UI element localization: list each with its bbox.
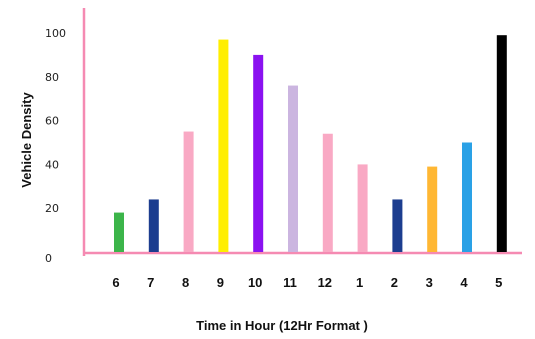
x-tick-label: 4 <box>460 275 468 290</box>
x-tick-label: 5 <box>495 275 502 290</box>
bar <box>114 212 124 252</box>
x-tick-label: 10 <box>248 275 262 290</box>
x-tick-label: 2 <box>391 275 398 290</box>
y-tick-label: 80 <box>45 71 59 84</box>
y-tick-label: 100 <box>45 27 66 40</box>
chart-axes <box>82 8 522 256</box>
bar <box>357 164 368 252</box>
x-axis-title: Time in Hour (12Hr Format ) <box>196 318 368 333</box>
y-tick-label: 60 <box>45 115 59 128</box>
x-tick-label: 9 <box>217 275 224 290</box>
y-tick-labels: 0 20 40 60 80 100 <box>45 27 66 265</box>
y-tick-label: 40 <box>45 158 59 171</box>
x-tick-label: 12 <box>318 275 332 290</box>
x-tick-label: 3 <box>426 275 433 290</box>
x-tick-label: 6 <box>112 275 119 290</box>
bar <box>462 142 472 252</box>
x-tick-label: 11 <box>283 275 297 290</box>
bar <box>183 131 194 252</box>
bar <box>427 166 438 252</box>
x-tick-label: 8 <box>182 275 189 290</box>
bars <box>114 35 507 253</box>
y-tick-label: 20 <box>45 202 59 215</box>
bar <box>288 85 298 252</box>
x-tick-label: 7 <box>147 275 154 290</box>
x-tick-label: 1 <box>356 275 363 290</box>
y-axis-title: Vehicle Density <box>19 92 34 188</box>
x-tick-labels: 6 7 8 9 10 11 12 1 2 3 4 5 <box>112 275 502 290</box>
bar <box>218 39 229 252</box>
bar <box>322 133 333 252</box>
bar <box>148 199 159 252</box>
bar <box>253 54 264 253</box>
y-tick-label: 0 <box>45 252 52 265</box>
bar <box>392 199 403 252</box>
bar <box>496 35 507 252</box>
